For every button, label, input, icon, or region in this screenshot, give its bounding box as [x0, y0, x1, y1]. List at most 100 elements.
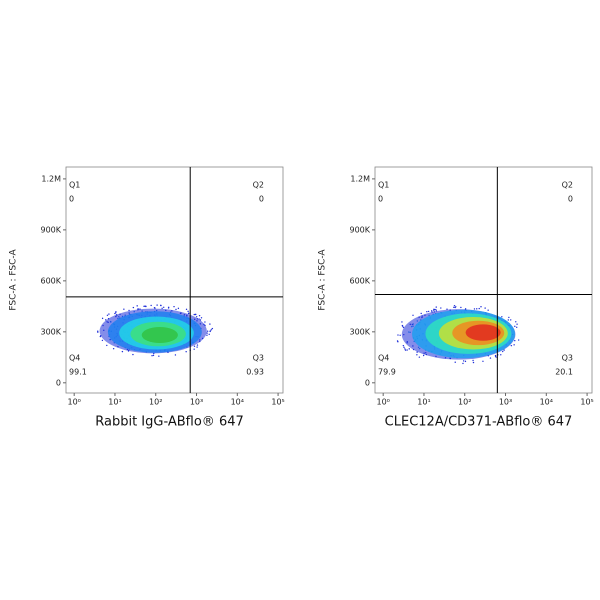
- event-dot: [153, 306, 156, 309]
- event-dot: [99, 335, 102, 338]
- event-dot: [204, 321, 206, 323]
- event-dot: [510, 319, 512, 321]
- y-tick-label: 0: [365, 378, 370, 387]
- event-dot: [472, 361, 475, 364]
- event-dot: [494, 354, 497, 357]
- quadrant-name: Q4: [69, 354, 80, 363]
- event-dot: [513, 344, 515, 346]
- event-dot: [132, 306, 135, 309]
- event-dot: [161, 307, 163, 309]
- event-dot: [401, 321, 403, 323]
- plot: 10⁰ 10¹ 10² 10³ 10⁴ 10⁵ 0 300K 600K 900K 1.2M Q1 0 Q2…: [318, 166, 594, 430]
- event-dot: [206, 330, 209, 332]
- event-dot: [163, 306, 165, 308]
- event-dot: [478, 307, 480, 310]
- event-dot: [211, 327, 214, 330]
- event-dot: [108, 313, 110, 315]
- event-dot: [144, 305, 146, 307]
- event-dot: [167, 307, 170, 309]
- event-dot: [427, 310, 430, 313]
- event-dot: [106, 344, 108, 347]
- event-dot: [480, 306, 482, 308]
- event-dot: [507, 319, 509, 321]
- event-dot: [106, 314, 109, 316]
- event-dot: [193, 313, 195, 316]
- event-dot: [404, 349, 407, 351]
- density-contour: [465, 324, 501, 341]
- event-dot: [403, 346, 405, 349]
- event-dot: [175, 308, 177, 311]
- event-dot: [516, 326, 518, 328]
- event-dot: [160, 304, 162, 307]
- event-dot: [406, 349, 408, 351]
- y-tick-label: 300K: [349, 327, 370, 336]
- event-dot: [462, 360, 465, 362]
- event-dot: [209, 330, 211, 333]
- event-dot: [114, 312, 116, 315]
- x-tick-label: 10⁴: [231, 398, 244, 407]
- y-axis-label: FSC-A : FSC-A: [318, 249, 328, 311]
- event-dot: [435, 308, 437, 311]
- event-dot: [150, 304, 152, 307]
- event-dot: [399, 334, 401, 336]
- x-tick-label: 10⁵: [271, 398, 284, 407]
- y-tick-label: 1.2M: [350, 174, 370, 183]
- event-dot: [408, 348, 410, 350]
- quadrant-percent: 0: [259, 195, 264, 204]
- quadrant-percent: 20.1: [555, 368, 573, 377]
- quadrant-percent: 0: [378, 195, 383, 204]
- y-tick-label: 900K: [40, 225, 61, 234]
- event-dot: [101, 317, 104, 320]
- event-dot: [462, 362, 464, 365]
- quadrant-percent: 79.9: [378, 368, 396, 377]
- event-dot: [455, 306, 457, 308]
- event-dot: [472, 359, 474, 362]
- event-dot: [489, 357, 492, 359]
- event-dot: [460, 306, 462, 309]
- x-tick-label: 10⁵: [580, 398, 593, 407]
- event-dot: [420, 312, 422, 315]
- event-dot: [501, 316, 503, 318]
- y-tick-label: 900K: [349, 225, 370, 234]
- event-dot: [136, 305, 138, 307]
- event-dot: [112, 348, 115, 350]
- event-dot: [209, 323, 211, 325]
- event-dot: [188, 312, 190, 314]
- event-dot: [174, 354, 177, 356]
- event-dot: [426, 311, 428, 313]
- event-dot: [206, 332, 208, 334]
- event-dot: [156, 304, 158, 306]
- event-dot: [435, 306, 437, 308]
- event-dot: [503, 349, 505, 351]
- event-dot: [453, 304, 456, 307]
- event-dot: [482, 360, 484, 363]
- y-axis-label: FSC-A : FSC-A: [9, 249, 19, 311]
- event-dot: [101, 339, 104, 342]
- event-dot: [402, 344, 405, 347]
- event-dot: [516, 323, 518, 325]
- event-dot: [195, 313, 197, 316]
- x-tick-label: 10³: [499, 398, 512, 407]
- event-dot: [412, 314, 414, 316]
- quadrant-percent: 99.1: [69, 368, 87, 377]
- event-dot: [454, 361, 456, 363]
- quadrant-percent: 0: [69, 195, 74, 204]
- x-tick-label: 10⁴: [540, 398, 553, 407]
- event-dot: [430, 310, 433, 312]
- event-dot: [464, 308, 467, 310]
- event-dot: [416, 354, 418, 356]
- quadrant-percent: 0.93: [246, 368, 264, 377]
- quadrant-name: Q1: [69, 181, 80, 190]
- event-dot: [200, 317, 203, 319]
- x-tick-label: 10⁰: [67, 398, 80, 407]
- x-axis-label: CLEC12A/CD371-ABflo® 647: [385, 415, 573, 430]
- event-dot: [418, 356, 421, 358]
- event-dot: [433, 309, 435, 311]
- x-tick-label: 10³: [190, 398, 203, 407]
- event-dot: [487, 309, 489, 311]
- event-dot: [185, 351, 187, 353]
- event-dot: [196, 346, 198, 348]
- event-dot: [97, 331, 99, 333]
- quadrant-name: Q4: [378, 354, 389, 363]
